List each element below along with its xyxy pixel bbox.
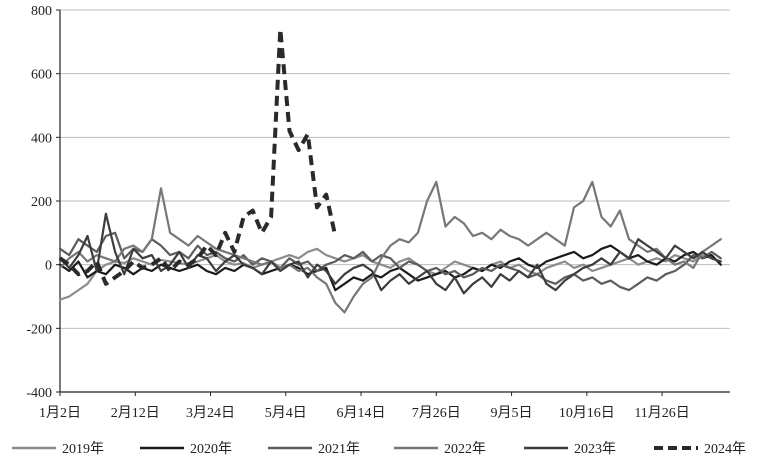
x-tick-label: 7月26日 <box>412 405 461 421</box>
legend-label-0: 2019年 <box>62 441 104 457</box>
y-tick-label: 0 <box>45 259 52 274</box>
y-tick-label: -400 <box>26 386 52 401</box>
series-line-0 <box>58 247 722 301</box>
x-tick-label: 11月26日 <box>634 405 689 421</box>
series-lines <box>58 27 722 314</box>
series-line-5 <box>58 27 338 286</box>
x-tick-label: 2月12日 <box>111 405 160 421</box>
axes: -400 -200 0 200 400 600 800 1月2日 2月12日 3月24日 5月4日 6… <box>26 4 730 421</box>
x-tick-label: 5月4日 <box>265 405 307 421</box>
legend-label-3: 2022年 <box>444 441 486 457</box>
y-tick-label: 600 <box>31 68 52 83</box>
x-tick-label: 1月2日 <box>39 405 81 421</box>
legend-label-1: 2020年 <box>190 441 232 457</box>
legend-label-2: 2021年 <box>318 441 360 457</box>
gridlines <box>60 9 730 393</box>
legend-label-4: 2023年 <box>574 441 616 457</box>
y-tick-label: 200 <box>31 195 52 210</box>
x-tick-label: 3月24日 <box>186 405 235 421</box>
y-tick-label: 800 <box>31 4 52 19</box>
x-tick-label: 6月14日 <box>337 405 386 421</box>
x-tick-label: 9月5日 <box>491 405 533 421</box>
series-line-4 <box>58 212 722 295</box>
y-tick-label: -200 <box>26 322 52 337</box>
x-tick-label: 10月16日 <box>559 405 615 421</box>
legend: 2019年 2020年 2021年 2022年 2023年 2024年 <box>12 441 746 457</box>
series-line-2 <box>58 231 722 292</box>
y-tick-label: 400 <box>31 131 52 146</box>
series-line-3 <box>58 180 722 314</box>
legend-label-5: 2024年 <box>704 441 746 457</box>
